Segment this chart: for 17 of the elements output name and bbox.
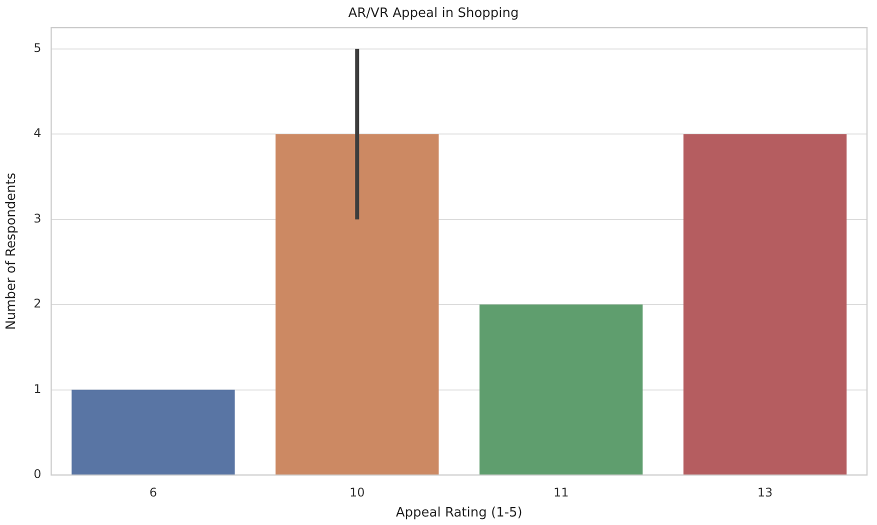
chart-title: AR/VR Appeal in Shopping [348,6,519,22]
y-tick-label: 5 [34,41,42,56]
bar [480,304,643,474]
y-axis-title: Number of Respondents [4,172,20,330]
y-tick-label: 4 [34,126,42,140]
x-tick-label: 13 [757,485,773,500]
y-tick-label: 0 [34,467,42,482]
x-axis-title: Appeal Rating (1-5) [396,506,522,521]
y-tick-label: 3 [34,211,42,226]
bar [276,134,439,474]
bar [72,390,235,474]
x-tick-label: 11 [553,485,569,500]
bar [683,134,847,474]
x-tick-label: 6 [149,485,158,500]
x-tick-label: 10 [350,485,365,500]
y-tick-label: 2 [34,296,42,311]
y-tick-label: 1 [34,382,42,396]
